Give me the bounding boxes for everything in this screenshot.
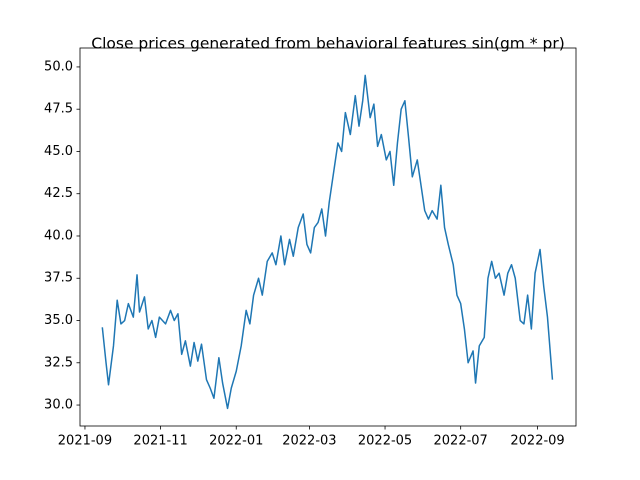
y-tick-label: 42.5 <box>44 186 73 201</box>
x-tick-label: 2022-05 <box>358 434 412 449</box>
y-tick-label: 37.5 <box>44 271 73 286</box>
y-tick-label: 40.0 <box>44 228 73 243</box>
y-tick-label: 35.0 <box>44 313 73 328</box>
x-tick-label: 2022-07 <box>434 434 488 449</box>
x-tick-label: 2022-09 <box>510 434 564 449</box>
x-tick-label: 2022-03 <box>282 434 336 449</box>
price-line <box>101 74 554 410</box>
y-tick-label: 50.0 <box>44 59 73 74</box>
axes-frame <box>79 47 577 427</box>
y-tick-label: 45.0 <box>44 144 73 159</box>
chart-title: Close prices generated from behavioral f… <box>91 35 565 53</box>
y-tick-label: 30.0 <box>44 398 73 413</box>
x-tick-label: 2021-11 <box>133 434 187 449</box>
y-tick-label: 32.5 <box>44 355 73 370</box>
x-tick-label: 2022-01 <box>209 434 263 449</box>
x-tick-label: 2021-09 <box>58 434 112 449</box>
y-tick-label: 47.5 <box>44 102 73 117</box>
